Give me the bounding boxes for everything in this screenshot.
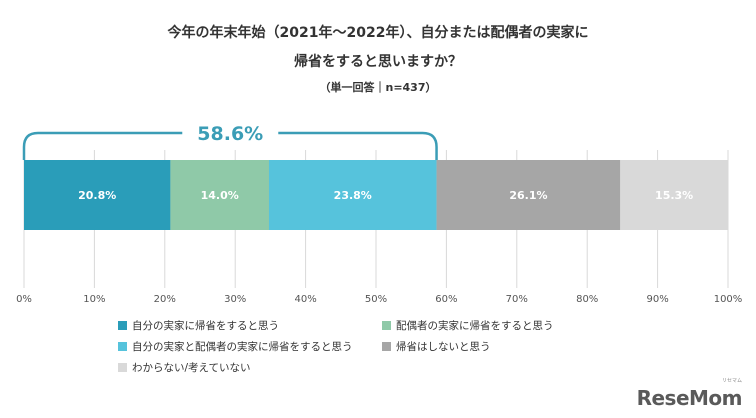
legend-item: 帰省はしないと思う (382, 339, 491, 354)
bar-segment (170, 160, 269, 230)
legend-label: わからない/考えていない (132, 362, 251, 374)
legend-swatch (118, 363, 127, 372)
legend-item: わからない/考えていない (118, 360, 251, 375)
x-tick-label: 70% (506, 294, 528, 305)
legend-item: 自分の実家に帰省をすると思う (118, 318, 279, 333)
x-tick-label: 10% (83, 294, 105, 305)
x-tick-label: 50% (365, 294, 387, 305)
chart-title-line1: 今年の年末年始（2021年～2022年）、自分または配偶者の実家に (167, 25, 589, 41)
bar-segment (24, 160, 171, 230)
bar-segment (620, 160, 728, 230)
logo-subtext: リセマム (721, 378, 742, 384)
legend-swatch (382, 321, 391, 330)
bar-data-label: 26.1% (509, 189, 547, 202)
legend-item: 自分の実家と配偶者の実家に帰省をすると思う (118, 339, 353, 354)
x-tick-label: 30% (224, 294, 246, 305)
x-tick-label: 0% (16, 294, 32, 305)
bar-data-label: 14.0% (201, 189, 239, 202)
legend-label: 自分の実家に帰省をすると思う (132, 320, 279, 332)
x-tick-label: 20% (154, 294, 176, 305)
legend-label: 配偶者の実家に帰省をすると思う (396, 320, 554, 332)
x-tick-label: 80% (576, 294, 598, 305)
legend-swatch (118, 321, 127, 330)
legend-swatch (118, 342, 127, 351)
x-tick-label: 60% (435, 294, 457, 305)
bracket-label: 58.6% (197, 123, 263, 145)
legend-item: 配偶者の実家に帰省をすると思う (382, 318, 554, 333)
legend-label: 自分の実家と配偶者の実家に帰省をすると思う (132, 341, 353, 353)
chart-subtitle: （単一回答｜n=437） (319, 81, 437, 94)
bracket-label-bg (182, 121, 279, 145)
legend-label: 帰省はしないと思う (396, 341, 491, 353)
chart-title-line2: 帰省をすると思いますか？ (294, 54, 462, 70)
bar-segment (436, 160, 621, 230)
bar-data-label: 23.8% (334, 189, 372, 202)
x-tick-label: 100% (714, 294, 743, 305)
x-tick-label: 90% (646, 294, 668, 305)
x-tick-label: 40% (294, 294, 316, 305)
bar-segment (268, 160, 437, 230)
legend-swatch (382, 342, 391, 351)
resemom-logo: ReseMom (636, 386, 743, 410)
bar-data-label: 15.3% (655, 189, 693, 202)
bar-data-label: 20.8% (78, 189, 116, 202)
